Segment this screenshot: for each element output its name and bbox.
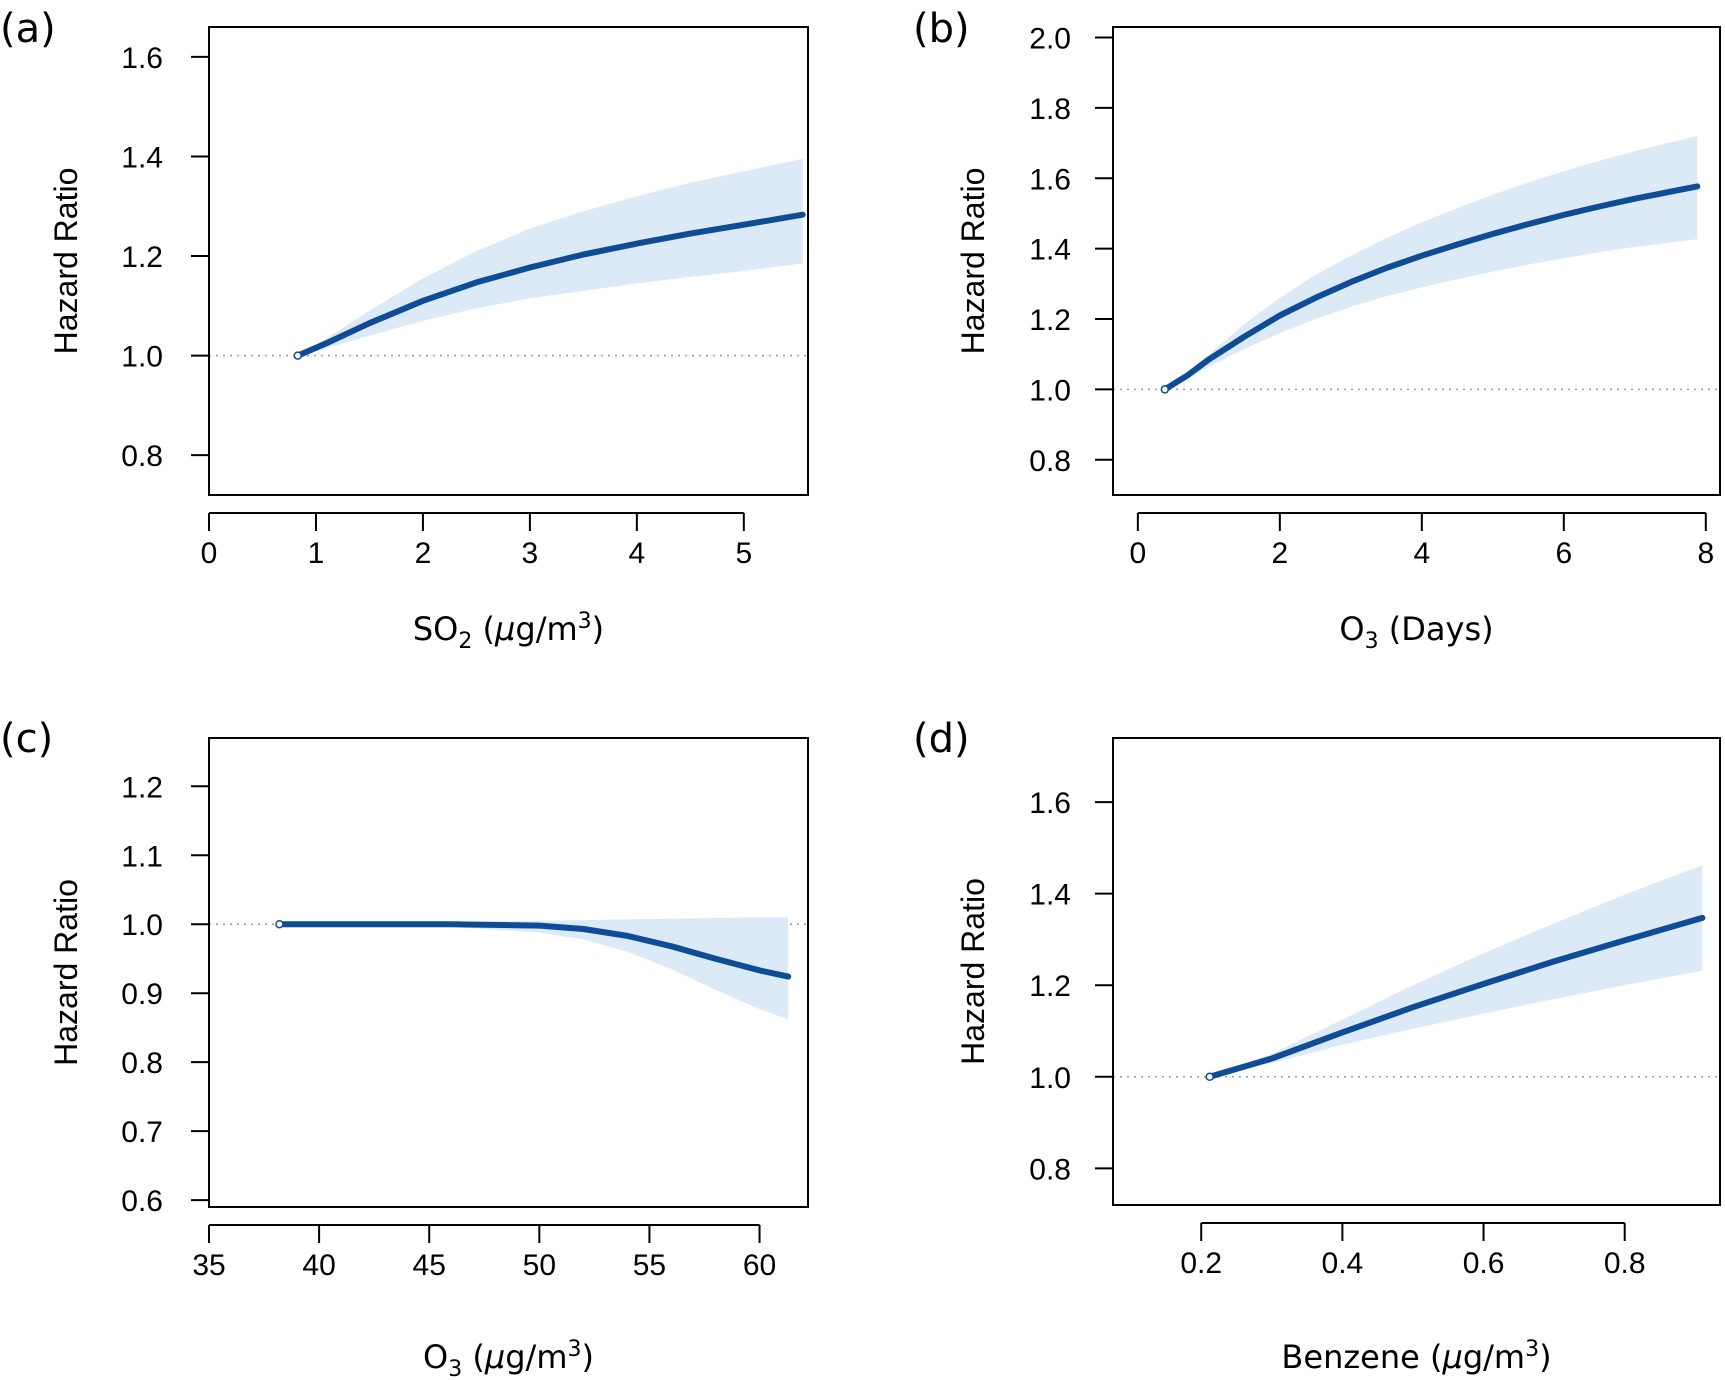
y-tick-label: 0.9 — [121, 978, 163, 1011]
hazard-ratio-line — [294, 211, 806, 359]
panel-a: (a) 0.8 1.0 1.2 1.4 1.6 0 1 2 3 4 5 Hazard Ratio SO2 … — [0, 6, 809, 654]
y-tick-label: 0.8 — [1029, 1153, 1071, 1186]
y-tick-label: 1.2 — [121, 241, 163, 274]
x-tick-label: 45 — [413, 1249, 446, 1282]
x-tick-label: 55 — [633, 1249, 666, 1282]
hazard-ratio-line — [1206, 914, 1706, 1080]
y-tick-label: 1.2 — [121, 771, 163, 804]
y-axis-title: Hazard Ratio — [955, 168, 991, 355]
hazard-ratio-line — [276, 921, 792, 980]
x-tick-label: 4 — [629, 537, 646, 570]
y-tick-label: 0.8 — [121, 440, 163, 473]
x-tick-label: 0.4 — [1322, 1247, 1364, 1280]
x-tick-label: 0.6 — [1463, 1247, 1505, 1280]
plot-frame — [1112, 26, 1721, 496]
y-tick-label: 1.8 — [1029, 93, 1071, 126]
x-tick-label: 50 — [523, 1249, 556, 1282]
x-axis-title: Benzene (μg/m3) — [1281, 1337, 1551, 1376]
x-tick-label: 0 — [201, 537, 218, 570]
confidence-band — [1209, 865, 1703, 1077]
y-tick-label: 1.4 — [1029, 879, 1071, 912]
y-axis-title: Hazard Ratio — [955, 878, 991, 1065]
reference-point — [1205, 1072, 1214, 1082]
x-tick-label: 6 — [1555, 537, 1572, 570]
panel-label: (c) — [0, 716, 53, 762]
hazard-ratio-line — [1161, 183, 1701, 393]
confidence-band — [279, 917, 789, 1020]
x-axis-title: O3 (Days) — [1339, 610, 1493, 654]
x-tick-label: 5 — [735, 537, 752, 570]
x-tick-label: 3 — [522, 537, 539, 570]
y-tick-label: 1.0 — [1029, 374, 1071, 407]
x-tick-label: 40 — [302, 1249, 335, 1282]
plot-frame — [208, 737, 809, 1208]
x-tick-label: 0.8 — [1604, 1247, 1646, 1280]
confidence-band — [297, 158, 803, 356]
confidence-band — [1164, 136, 1698, 390]
x-tick-label: 0.2 — [1180, 1247, 1222, 1280]
y-tick-label: 1.4 — [1029, 234, 1071, 267]
x-axis-title: O3 (μg/m3) — [423, 1337, 594, 1380]
y-tick-label: 1.0 — [121, 341, 163, 374]
x-axis-title: SO2 (μg/m3) — [413, 609, 604, 654]
plot-frame — [1112, 737, 1721, 1206]
x-tick-label: 2 — [1271, 537, 1288, 570]
y-tick-label: 1.0 — [1029, 1062, 1071, 1095]
panel-label: (b) — [913, 6, 970, 52]
x-tick-label: 35 — [192, 1249, 225, 1282]
y-axis-title: Hazard Ratio — [48, 879, 84, 1066]
y-tick-label: 1.2 — [1029, 970, 1071, 1003]
y-tick-label: 1.1 — [121, 840, 163, 873]
x-tick-label: 60 — [743, 1249, 776, 1282]
y-tick-label: 0.8 — [121, 1047, 163, 1080]
y-tick-label: 0.6 — [121, 1185, 163, 1218]
y-tick-label: 1.6 — [121, 42, 163, 75]
y-tick-label: 0.7 — [121, 1116, 163, 1149]
y-tick-label: 1.6 — [1029, 787, 1071, 820]
x-tick-label: 8 — [1697, 537, 1714, 570]
y-tick-label: 1.0 — [121, 909, 163, 942]
panel-label: (d) — [913, 716, 970, 762]
panel-label: (a) — [0, 6, 56, 52]
panel-b: (b) 0.8 1.0 1.2 1.4 1.6 1.8 2.0 0 2 4 6 8 Hazard Rati… — [913, 6, 1721, 654]
x-tick-label: 1 — [308, 537, 325, 570]
y-tick-label: 1.6 — [1029, 163, 1071, 196]
y-tick-label: 0.8 — [1029, 445, 1071, 478]
panel-c: (c) 0.6 0.7 0.8 0.9 1.0 1.1 1.2 35 40 45 50 55 60 Haza… — [0, 716, 809, 1380]
y-tick-label: 2.0 — [1029, 23, 1071, 56]
x-tick-label: 2 — [415, 537, 432, 570]
x-tick-label: 4 — [1413, 537, 1430, 570]
reference-point — [1160, 385, 1170, 394]
y-tick-label: 1.4 — [121, 141, 163, 174]
plot-frame — [208, 26, 809, 496]
y-axis-title: Hazard Ratio — [48, 168, 84, 355]
reference-point — [275, 919, 284, 929]
reference-point — [293, 351, 303, 360]
y-tick-label: 1.2 — [1029, 304, 1071, 337]
panel-d: (d) 0.8 1.0 1.2 1.4 1.6 0.2 0.4 0.6 0.8 Hazard Rat… — [913, 716, 1721, 1376]
x-tick-label: 0 — [1130, 537, 1147, 570]
